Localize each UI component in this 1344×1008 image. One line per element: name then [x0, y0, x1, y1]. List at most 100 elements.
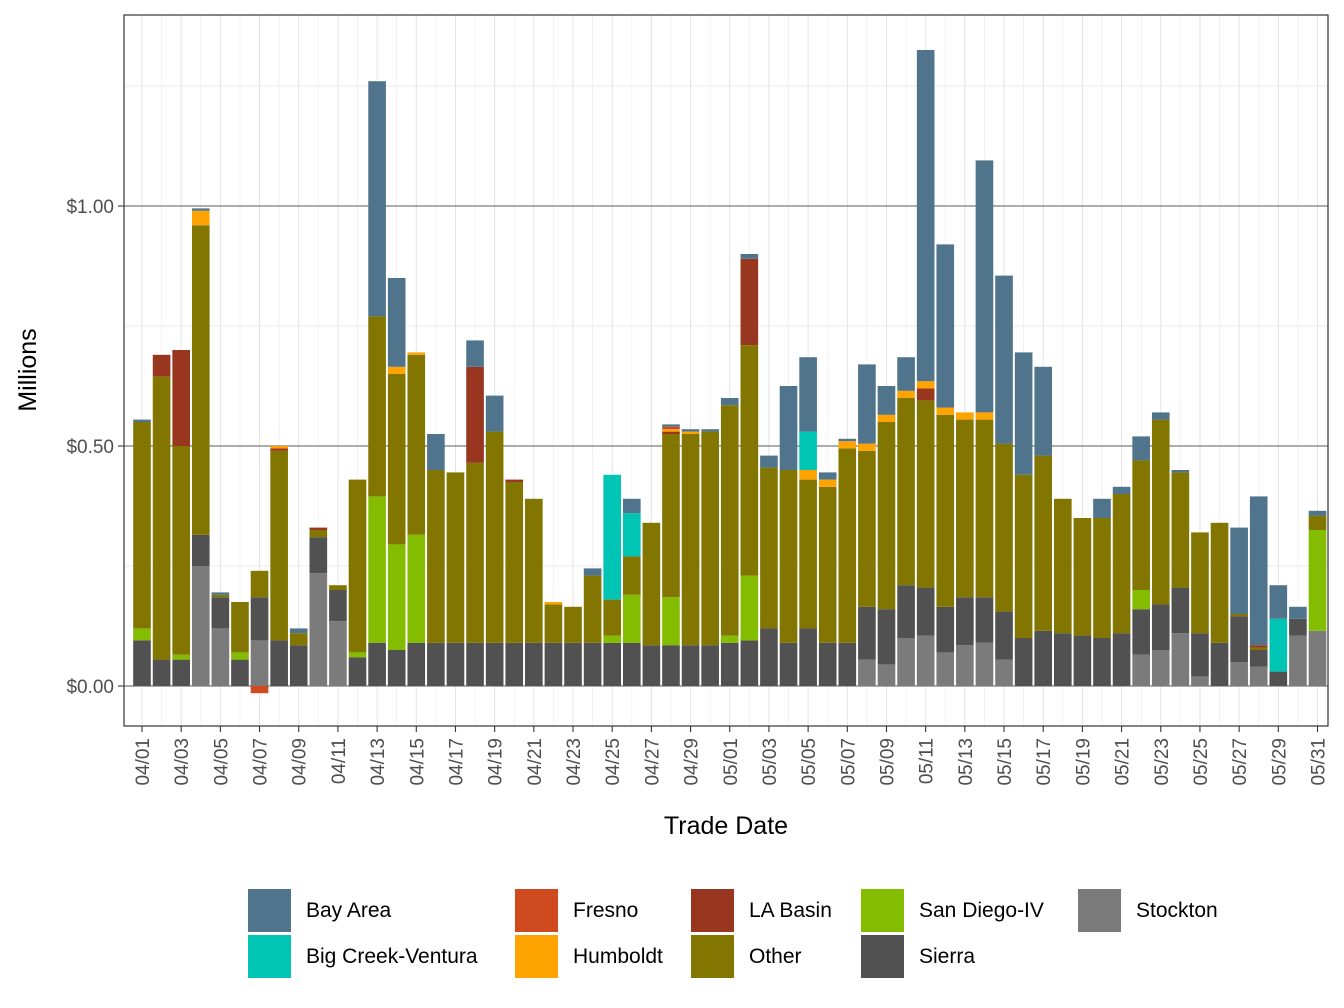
bar-segment-san-diego-iv: [740, 575, 759, 641]
x-axis: 04/01 04/03 04/05 04/07 04/09 04/11 04/13 04/15…: [133, 726, 1330, 786]
bar-segment-other: [525, 498, 543, 643]
bar-segment-fresno: [662, 426, 680, 430]
bar-segment-sierra: [407, 642, 426, 686]
legend-swatch: [248, 935, 291, 978]
bar-segment-humboldt: [975, 412, 994, 420]
bar-segment-other: [289, 633, 308, 646]
bar-segment-stockton: [1308, 630, 1327, 686]
legend-label: Sierra: [919, 945, 975, 968]
legend-swatch: [1078, 889, 1121, 932]
bar-segment-other: [407, 354, 426, 535]
legend-swatch: [691, 889, 734, 932]
bar-segment-other: [916, 400, 935, 588]
x-tick-label: 04/11: [329, 738, 350, 784]
bar-segment-sierra: [1093, 638, 1111, 686]
bar-segment-sierra: [799, 628, 817, 686]
legend-label: Fresno: [573, 899, 638, 922]
bar-segment-stockton: [858, 659, 876, 686]
bar-segment-bay-area: [191, 208, 210, 211]
bar-segment-stockton: [1191, 676, 1209, 686]
y-axis: $0.00 $0.50 $1.00: [66, 197, 124, 698]
bar-segment-bay-area: [1014, 352, 1033, 475]
bar-segment-san-diego-iv: [387, 544, 406, 650]
bar-segment-other: [446, 472, 465, 643]
bar-segment-humboldt: [858, 443, 876, 451]
bar-segment-san-diego-iv: [172, 654, 190, 660]
x-tick-label: 04/13: [368, 738, 389, 786]
bar-segment-san-diego-iv: [720, 635, 739, 643]
bar-segment-bay-area: [1269, 585, 1288, 619]
bar-segment-sierra: [1289, 618, 1307, 636]
bar-segment-sierra: [133, 640, 151, 686]
bar-segment-sierra: [916, 587, 935, 636]
bar-segment-other: [309, 530, 328, 538]
bar-segment-humboldt: [407, 352, 426, 355]
bar-segment-la-basin: [1249, 645, 1268, 648]
bar-segment-humboldt: [387, 366, 406, 374]
bar-segment-humboldt: [681, 431, 700, 434]
bar-segment-sierra: [309, 537, 328, 574]
bar-segment-other: [348, 479, 367, 653]
x-tick-label: 05/25: [1191, 738, 1212, 786]
bar-segment-la-basin: [152, 354, 171, 377]
bar-segment-sierra: [525, 642, 543, 686]
bar-segment-humboldt: [956, 412, 974, 420]
bar-segment-bay-area: [897, 357, 915, 391]
legend-label: Other: [749, 945, 802, 968]
x-tick-label: 04/27: [642, 738, 663, 786]
bar-segment-stockton: [329, 621, 347, 686]
bar-segment-sierra: [740, 640, 759, 686]
bar-segment-sierra: [603, 642, 622, 686]
bar-segment-stockton: [1151, 650, 1170, 686]
bar-segment-other: [897, 398, 915, 586]
bar-segment-bay-area: [838, 438, 857, 442]
bar-segment-sierra: [681, 645, 700, 686]
bar-segment-bay-area: [1171, 470, 1190, 473]
bar-segment-bay-area: [368, 81, 386, 317]
x-tick-label: 05/07: [838, 738, 859, 786]
bar-segment-other: [1249, 647, 1268, 650]
plot-panel-border: [123, 14, 1329, 727]
y-tick-label: $0.50: [66, 437, 114, 458]
bar-segment-bay-area: [622, 498, 641, 514]
bar-segment-other: [505, 482, 524, 643]
bar-segment-stockton: [250, 640, 269, 686]
x-tick-label: 04/01: [133, 738, 154, 786]
bar-segment-other: [152, 376, 171, 660]
bar-segment-bay-area: [211, 592, 230, 595]
legend-label: San Diego-IV: [919, 899, 1044, 922]
bar-segment-bay-area: [916, 50, 935, 382]
x-tick-label: 05/23: [1152, 738, 1173, 786]
bar-segment-bay-area: [877, 386, 896, 415]
bar-segment-other: [231, 602, 249, 653]
bar-segment-sierra: [622, 642, 641, 686]
bar-segment-san-diego-iv: [1308, 530, 1327, 631]
x-tick-label: 05/19: [1073, 738, 1094, 786]
bar-segment-bay-area: [799, 357, 817, 432]
bar-segment-other: [544, 604, 563, 643]
bar-segment-stockton: [1249, 666, 1268, 686]
bar-segment-other: [838, 448, 857, 643]
bar-series-group: [133, 50, 1327, 694]
bar-segment-sierra: [779, 642, 798, 686]
legend-label: Stockton: [1136, 899, 1218, 922]
bar-segment-la-basin: [466, 366, 484, 463]
bar-segment-sierra: [701, 645, 719, 686]
bar-segment-other: [1112, 494, 1131, 634]
bar-segment-other: [799, 479, 817, 629]
bar-segment-stockton: [995, 659, 1013, 686]
bar-segment-sierra: [1014, 638, 1033, 686]
bar-segment-sierra: [1230, 616, 1248, 662]
bar-segment-bay-area: [779, 386, 798, 470]
bar-segment-la-basin: [916, 388, 935, 401]
bar-segment-other: [191, 225, 210, 535]
bar-segment-other: [975, 419, 994, 598]
legend-label: Big Creek-Ventura: [306, 945, 478, 968]
bar-segment-bay-area: [387, 278, 406, 367]
bar-segment-stockton: [309, 573, 328, 686]
bar-segment-sierra: [838, 642, 857, 686]
x-tick-label: 04/09: [290, 738, 311, 786]
bar-segment-sierra: [760, 628, 778, 686]
x-tick-label: 04/21: [525, 738, 546, 786]
